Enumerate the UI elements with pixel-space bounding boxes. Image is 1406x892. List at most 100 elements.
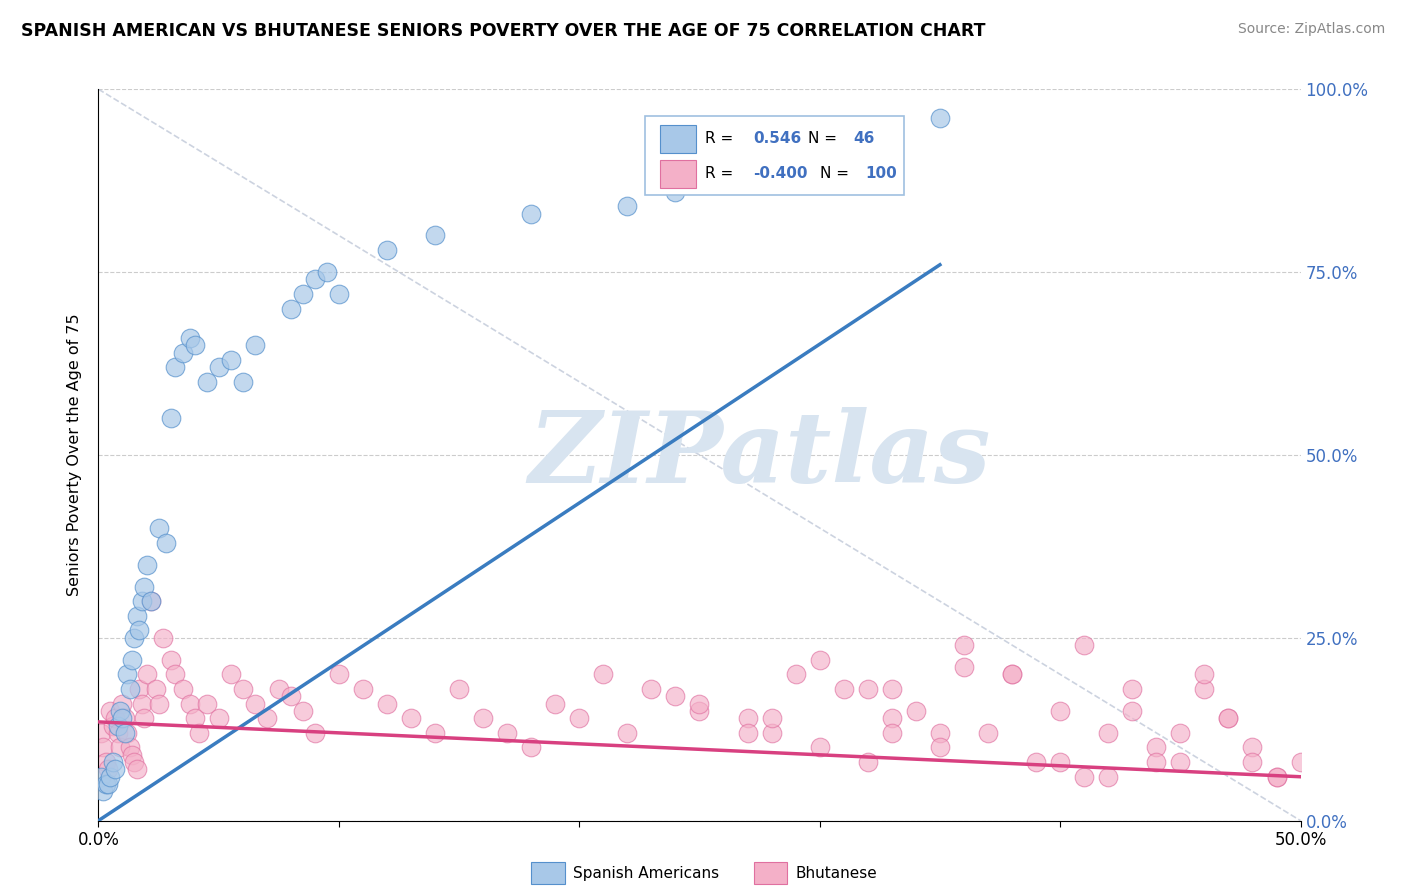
Point — [1194, 681, 1216, 696]
Point — [179, 697, 201, 711]
Bar — [659, 125, 696, 153]
Point — [125, 763, 148, 777]
Point — [101, 718, 124, 732]
Point — [1001, 667, 1024, 681]
FancyBboxPatch shape — [645, 116, 904, 195]
Point — [689, 697, 711, 711]
Point — [592, 667, 614, 681]
Point — [165, 667, 187, 681]
Point — [616, 726, 638, 740]
Point — [280, 301, 302, 316]
Point — [117, 726, 139, 740]
Point — [315, 265, 337, 279]
Point — [195, 697, 218, 711]
Point — [128, 624, 150, 638]
Point — [304, 726, 326, 740]
Point — [1097, 726, 1119, 740]
Point — [243, 338, 266, 352]
Point — [737, 726, 759, 740]
Point — [195, 375, 218, 389]
Point — [124, 755, 146, 769]
Point — [880, 711, 903, 725]
Point — [121, 747, 143, 762]
Bar — [531, 863, 565, 884]
Point — [104, 763, 127, 777]
Text: 100: 100 — [865, 166, 897, 181]
Point — [1218, 711, 1240, 725]
Point — [188, 726, 211, 740]
Point — [219, 667, 242, 681]
Point — [1218, 711, 1240, 725]
Point — [208, 360, 231, 375]
Point — [352, 681, 374, 696]
Text: Source: ZipAtlas.com: Source: ZipAtlas.com — [1237, 22, 1385, 37]
Point — [232, 375, 254, 389]
Point — [111, 697, 134, 711]
Point — [928, 740, 950, 755]
Point — [496, 726, 519, 740]
Point — [152, 631, 174, 645]
Point — [94, 755, 117, 769]
Point — [90, 726, 112, 740]
Point — [1121, 681, 1143, 696]
Point — [328, 667, 350, 681]
Point — [118, 681, 141, 696]
Point — [97, 763, 120, 777]
Point — [100, 770, 122, 784]
Point — [737, 711, 759, 725]
Point — [131, 594, 153, 608]
Point — [97, 777, 120, 791]
Point — [1073, 638, 1095, 652]
Point — [243, 697, 266, 711]
Point — [1265, 770, 1288, 784]
Point — [1144, 740, 1167, 755]
Point — [148, 697, 170, 711]
Point — [423, 228, 446, 243]
Point — [664, 690, 686, 704]
Point — [132, 711, 155, 725]
Point — [256, 711, 278, 725]
Point — [832, 681, 855, 696]
Point — [125, 608, 148, 623]
Text: Spanish Americans: Spanish Americans — [574, 866, 720, 880]
Point — [121, 653, 143, 667]
Bar — [659, 161, 696, 188]
Point — [232, 681, 254, 696]
Point — [1170, 755, 1192, 769]
Point — [399, 711, 422, 725]
Point — [107, 726, 129, 740]
Point — [111, 711, 134, 725]
Point — [423, 726, 446, 740]
Point — [1049, 755, 1071, 769]
Point — [135, 667, 157, 681]
Text: N =: N = — [820, 166, 853, 181]
Text: 46: 46 — [853, 131, 875, 145]
Point — [1121, 704, 1143, 718]
Point — [114, 711, 136, 725]
Text: Bhutanese: Bhutanese — [796, 866, 877, 880]
Point — [1001, 667, 1024, 681]
Point — [856, 755, 879, 769]
Point — [928, 726, 950, 740]
Text: SPANISH AMERICAN VS BHUTANESE SENIORS POVERTY OVER THE AGE OF 75 CORRELATION CHA: SPANISH AMERICAN VS BHUTANESE SENIORS PO… — [21, 22, 986, 40]
Point — [328, 287, 350, 301]
Point — [118, 740, 141, 755]
Point — [689, 704, 711, 718]
Point — [880, 726, 903, 740]
Point — [90, 770, 112, 784]
Point — [172, 345, 194, 359]
Point — [159, 411, 181, 425]
Point — [165, 360, 187, 375]
Point — [159, 653, 181, 667]
Point — [1025, 755, 1047, 769]
Point — [172, 681, 194, 696]
Point — [108, 740, 131, 755]
Point — [761, 726, 783, 740]
Text: -0.400: -0.400 — [754, 166, 808, 181]
Point — [135, 558, 157, 572]
Point — [1241, 740, 1264, 755]
Point — [785, 667, 807, 681]
Point — [267, 681, 290, 696]
Point — [808, 653, 831, 667]
Point — [304, 272, 326, 286]
